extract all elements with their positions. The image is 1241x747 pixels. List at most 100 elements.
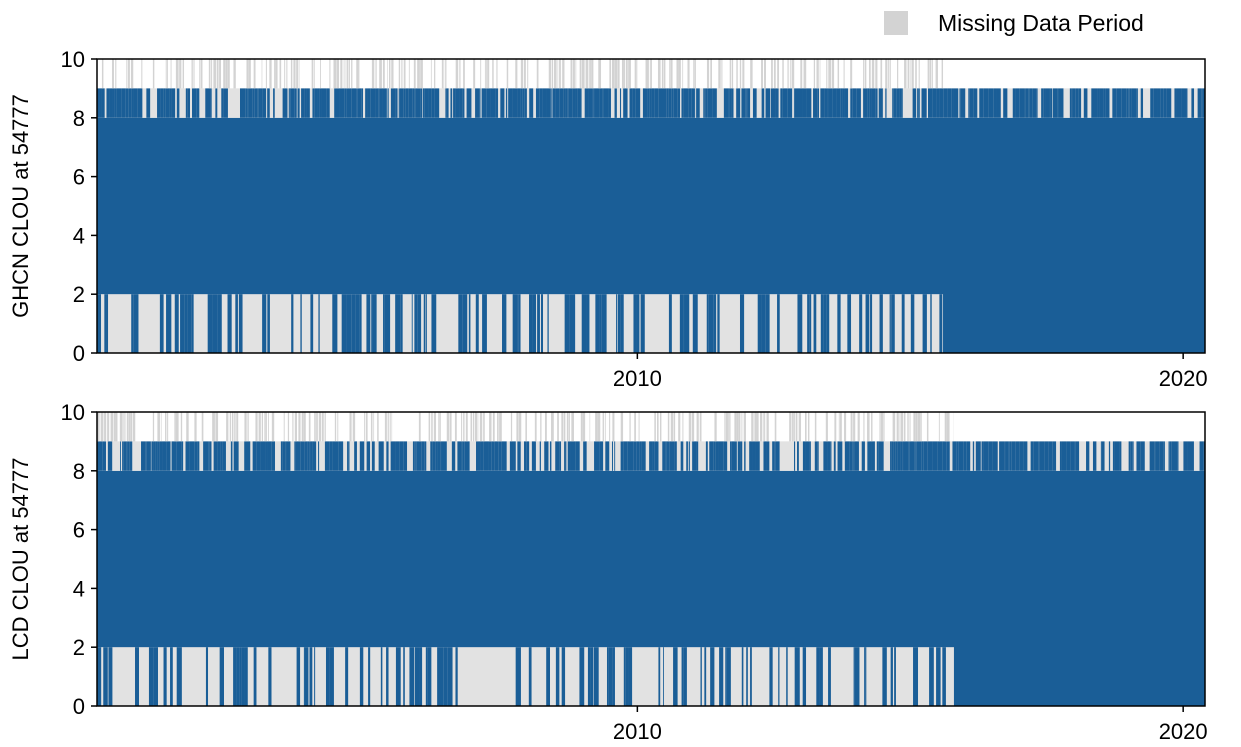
missing-bar	[728, 412, 730, 442]
data-bar	[192, 88, 197, 118]
data-bar	[890, 441, 892, 471]
data-bar	[1032, 88, 1037, 118]
missing-bar	[837, 59, 840, 89]
data-bar	[612, 647, 615, 706]
data-bar	[170, 647, 173, 706]
missing-bar	[791, 59, 795, 89]
data-bar	[253, 647, 257, 706]
data-bar	[787, 88, 793, 118]
missing-bar	[654, 412, 656, 442]
data-bar	[1070, 441, 1075, 471]
missing-bar	[284, 59, 286, 89]
missing-bar	[286, 59, 288, 89]
missing-bar	[506, 59, 509, 89]
data-bar	[833, 441, 836, 471]
data-bar	[321, 88, 327, 118]
data-bar	[252, 88, 255, 118]
missing-bar	[915, 412, 918, 442]
data-bar	[901, 88, 903, 118]
data-bar	[890, 294, 892, 353]
data-bar	[713, 441, 716, 471]
missing-bar	[544, 412, 547, 442]
data-bar	[752, 88, 757, 118]
chart-lcd-clou: 0 2 4 6 8 10 2010 2020 LCD CLOU at 54777	[8, 400, 1208, 744]
x-tick-label: 2020	[1159, 719, 1208, 744]
data-bar	[830, 441, 832, 471]
data-bar	[187, 294, 192, 353]
missing-bar	[834, 412, 837, 442]
data-bar	[746, 88, 748, 118]
missing-bar	[875, 59, 878, 89]
data-bar	[207, 294, 213, 353]
missing-bar	[572, 59, 575, 89]
missing-bar	[518, 412, 522, 442]
missing-bar	[477, 412, 479, 442]
data-bar	[518, 294, 521, 353]
data-bar	[588, 88, 593, 118]
data-bar	[426, 294, 427, 353]
data-bar	[912, 88, 917, 118]
data-bar	[114, 88, 117, 118]
data-bar	[703, 88, 705, 118]
missing-bar	[663, 59, 666, 89]
data-bar	[921, 88, 927, 118]
data-bar	[457, 441, 462, 471]
missing-bar	[575, 59, 577, 89]
missing-bar	[536, 59, 539, 89]
data-bar	[1201, 88, 1203, 118]
missing-bar	[130, 59, 134, 89]
data-bar	[892, 88, 894, 118]
data-bar	[972, 441, 975, 471]
data-bar	[347, 441, 349, 471]
data-bar	[601, 294, 607, 353]
data-bar	[614, 88, 617, 118]
missing-bar	[850, 412, 853, 442]
data-bar	[1187, 441, 1190, 471]
data-bar	[109, 88, 113, 118]
missing-bar	[915, 59, 917, 89]
missing-bar	[657, 59, 661, 89]
data-bar	[371, 294, 373, 353]
data-bar	[828, 647, 831, 706]
data-bar	[755, 441, 760, 471]
data-bar	[842, 88, 845, 118]
data-bar	[913, 647, 919, 706]
data-bar	[705, 441, 708, 471]
data-bar	[1049, 88, 1051, 118]
missing-bar	[944, 412, 947, 442]
missing-bar	[892, 412, 896, 442]
data-bar	[399, 88, 404, 118]
missing-bar	[298, 59, 300, 89]
data-bar	[565, 441, 567, 471]
data-bar	[106, 88, 110, 118]
data-bar	[512, 294, 518, 353]
data-bar	[635, 88, 641, 118]
missing-bar	[614, 59, 618, 89]
data-bar	[1072, 88, 1076, 118]
data-bar	[528, 647, 532, 706]
data-bar	[1160, 88, 1164, 118]
data-bar	[852, 441, 854, 471]
data-bar	[440, 441, 442, 471]
data-bar	[1015, 88, 1020, 118]
data-bar	[236, 647, 240, 706]
missing-bar	[620, 412, 624, 442]
data-bar	[1099, 88, 1104, 118]
data-bar	[434, 88, 440, 118]
data-bar	[1166, 88, 1172, 118]
data-bar	[683, 647, 687, 706]
band-sparse-data-2	[97, 88, 1205, 118]
data-bar	[956, 441, 959, 471]
data-bar	[712, 88, 717, 118]
data-bar	[708, 294, 714, 353]
missing-bar	[474, 412, 478, 442]
data-bar	[925, 441, 928, 471]
data-bar	[561, 647, 566, 706]
y-tick-label: 0	[73, 694, 85, 719]
data-bar	[535, 88, 540, 118]
data-bar	[623, 441, 628, 471]
data-bar	[775, 441, 780, 471]
missing-bar	[389, 412, 391, 442]
data-bar	[692, 441, 697, 471]
missing-bar	[193, 59, 195, 89]
